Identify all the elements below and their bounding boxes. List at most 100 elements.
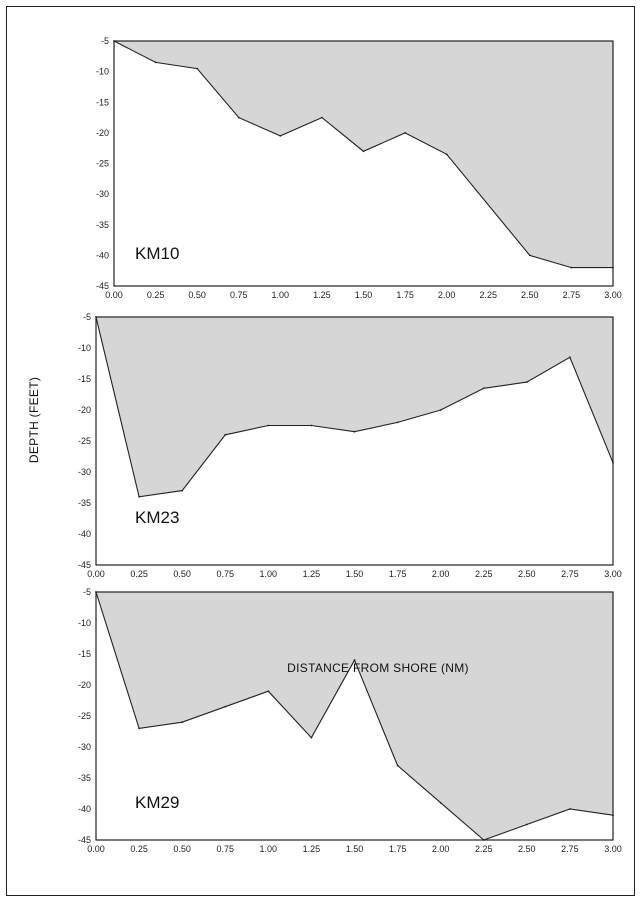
y-tick-label: -5: [101, 36, 109, 46]
y-tick-label: -45: [78, 835, 91, 845]
y-tick-label: -10: [78, 618, 91, 628]
x-tick-label: 3.00: [604, 569, 622, 579]
y-tick-label: -25: [78, 436, 91, 446]
x-tick-label: 0.00: [87, 844, 105, 854]
x-tick-label: 0.75: [217, 569, 235, 579]
data-point: [569, 808, 571, 810]
data-point: [396, 764, 399, 767]
y-tick-label: -25: [78, 711, 91, 721]
site-label: KM29: [135, 793, 179, 812]
x-tick-label: 2.75: [561, 569, 579, 579]
data-point: [154, 61, 157, 64]
y-tick-label: -45: [78, 560, 91, 570]
site-label: KM10: [135, 244, 179, 263]
y-tick-label: -30: [78, 742, 91, 752]
x-tick-label: 2.75: [561, 844, 579, 854]
x-tick-label: 3.00: [604, 844, 622, 854]
y-tick-label: -40: [78, 804, 91, 814]
x-tick-label: 2.50: [521, 290, 539, 300]
depth-area: [114, 41, 613, 268]
data-point: [439, 409, 442, 411]
x-tick-label: 3.00: [604, 290, 622, 300]
x-tick-label: 2.25: [475, 569, 493, 579]
x-tick-label: 2.00: [438, 290, 456, 300]
y-tick-label: -15: [78, 649, 91, 659]
x-tick-label: 2.75: [563, 290, 581, 300]
y-tick-label: -5: [83, 312, 91, 322]
data-point: [310, 424, 313, 427]
x-tick-label: 1.00: [260, 569, 278, 579]
y-tick-label: -30: [78, 467, 91, 477]
plot-frame: [95, 316, 614, 566]
depth-profile-line: [113, 40, 613, 269]
data-point: [570, 266, 573, 269]
y-tick-label: -35: [78, 498, 91, 508]
plot-frame: [95, 591, 614, 841]
data-point: [525, 823, 528, 826]
x-axis-label: DISTANCE FROM SHORE (NM): [287, 661, 469, 675]
x-tick-label: 1.00: [272, 290, 290, 300]
x-tick-label: 1.50: [355, 290, 373, 300]
x-tick-label: 1.50: [346, 569, 364, 579]
x-tick-label: 2.50: [518, 844, 536, 854]
data-point: [528, 254, 531, 257]
y-tick-label: -10: [96, 67, 109, 77]
data-point: [482, 387, 485, 390]
data-point: [362, 150, 365, 153]
x-tick-label: 0.50: [173, 569, 191, 579]
data-point: [404, 132, 406, 134]
y-tick-label: -35: [96, 220, 109, 230]
x-tick-label: 0.50: [173, 844, 191, 854]
x-tick-label: 0.75: [217, 844, 235, 854]
data-point: [569, 356, 571, 359]
y-tick-label: -5: [83, 587, 91, 597]
data-point: [353, 430, 356, 433]
x-tick-label: 2.25: [475, 844, 493, 854]
x-tick-label: 0.25: [130, 569, 148, 579]
panel-km29: -5 -10 -15 -20 -25 -30 -35 -40 -450.00 0.25 0.50 0.…: [78, 587, 622, 854]
y-tick-label: -15: [78, 374, 91, 384]
panel-km23: -5 -10 -15 -20 -25 -30 -35 -40 -450.00 0.25 0.50 0.…: [78, 312, 622, 579]
x-tick-label: 2.00: [432, 569, 450, 579]
data-point: [353, 659, 356, 662]
x-tick-label: 0.00: [105, 290, 123, 300]
y-tick-label: -25: [96, 159, 109, 169]
y-tick-label: -40: [78, 529, 91, 539]
x-tick-label: 2.50: [518, 569, 536, 579]
y-tick-label: -40: [96, 250, 109, 260]
data-point: [279, 135, 282, 137]
data-point: [224, 705, 227, 708]
data-point: [525, 381, 528, 383]
data-point: [237, 116, 240, 119]
x-tick-label: 1.25: [303, 844, 321, 854]
y-tick-label: -20: [78, 680, 91, 690]
depth-area: [96, 317, 613, 497]
data-point: [181, 721, 184, 724]
y-tick-label: -45: [96, 281, 109, 291]
y-tick-label: -20: [96, 128, 109, 138]
x-tick-label: 1.50: [346, 844, 364, 854]
x-tick-label: 1.25: [303, 569, 321, 579]
x-tick-label: 0.00: [87, 569, 105, 579]
x-tick-label: 1.75: [389, 569, 407, 579]
depth-area: [96, 592, 613, 840]
y-tick-label: -35: [78, 773, 91, 783]
x-tick-label: 1.75: [396, 290, 414, 300]
x-tick-label: 1.00: [260, 844, 278, 854]
data-point: [321, 116, 323, 119]
data-point: [224, 433, 227, 436]
data-point: [138, 495, 141, 498]
x-tick-label: 0.75: [230, 290, 248, 300]
data-point: [196, 67, 199, 70]
data-point: [445, 153, 448, 156]
x-tick-label: 1.75: [389, 844, 407, 854]
y-tick-label: -20: [78, 405, 91, 415]
y-axis-label: DEPTH (FEET): [27, 377, 41, 463]
site-label: KM23: [135, 508, 179, 527]
x-tick-label: 0.25: [147, 290, 165, 300]
data-point: [396, 421, 399, 424]
panel-km10: -5 -10 -15 -20 -25 -30 -35 -40 -450.00 0.25 0.50 0.…: [96, 36, 622, 300]
x-tick-label: 1.25: [313, 290, 331, 300]
y-tick-label: -15: [96, 97, 109, 107]
data-point: [267, 424, 270, 427]
